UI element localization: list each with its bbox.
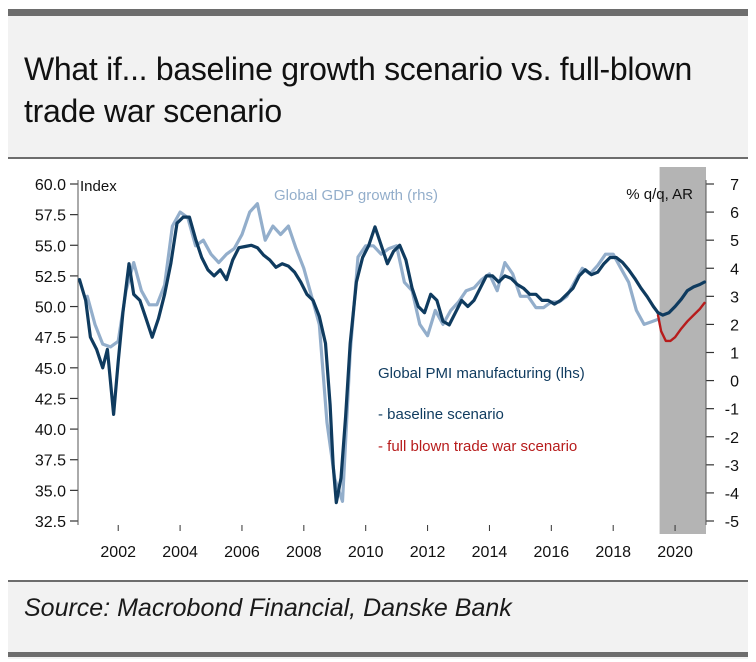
pmi-gdp-line-chart: 60.0 57.5 55.0 52.5 50.0 47.5 45.0 42.5 40.0 37.5…	[35, 167, 739, 561]
left-tick-label: 60.0	[35, 177, 66, 194]
left-tick-label: 52.5	[35, 269, 66, 286]
x-tick-label: 2008	[286, 544, 322, 561]
left-tick-label: 55.0	[35, 238, 66, 255]
series-trade-war-line	[656, 301, 706, 343]
right-axis-label: % q/q, AR	[626, 186, 693, 203]
right-tick-label: -3	[725, 458, 739, 475]
left-axis-ticks: 60.0 57.5 55.0 52.5 50.0 47.5 45.0 42.5 40.0 37.5…	[35, 177, 78, 531]
right-tick-label: 5	[730, 233, 739, 250]
left-tick-label: 32.5	[35, 514, 66, 531]
x-tick-label: 2010	[348, 544, 384, 561]
left-tick-label: 35.0	[35, 483, 66, 500]
x-tick-label: 2002	[100, 544, 136, 561]
right-tick-label: 2	[730, 317, 739, 334]
plot-background	[8, 159, 748, 580]
legend-pmi: Global PMI manufacturing (lhs)	[378, 365, 585, 382]
bottom-rule	[8, 652, 748, 657]
right-tick-label: -5	[725, 514, 739, 531]
chart-title: What if... baseline growth scenario vs. …	[24, 51, 692, 129]
title-divider	[8, 157, 748, 159]
x-axis-ticks: 2002 2004 2006 2008 2010 2012 2014 2016 2018 2020	[100, 525, 693, 561]
right-tick-label: -4	[725, 486, 739, 503]
source-divider	[8, 580, 748, 582]
top-rule	[8, 9, 748, 16]
x-tick-label: 2018	[595, 544, 631, 561]
left-tick-label: 42.5	[35, 391, 66, 408]
right-tick-label: -2	[725, 430, 739, 447]
x-tick-label: 2004	[162, 544, 198, 561]
series-pmi-line	[77, 215, 660, 505]
left-axis-label: Index	[80, 178, 117, 195]
right-tick-label: 4	[730, 261, 739, 278]
forecast-shade	[659, 167, 706, 534]
left-tick-label: 37.5	[35, 453, 66, 470]
right-tick-label: 6	[730, 205, 739, 222]
left-tick-label: 57.5	[35, 208, 66, 225]
series-baseline-line	[656, 280, 707, 317]
x-tick-label: 2020	[657, 544, 693, 561]
legend-trade-war: - full blown trade war scenario	[378, 438, 577, 455]
legend-gdp: Global GDP growth (rhs)	[274, 187, 438, 204]
series-lines	[77, 202, 707, 505]
left-tick-label: 40.0	[35, 422, 66, 439]
right-tick-label: 7	[730, 177, 739, 194]
right-tick-label: 1	[730, 346, 739, 363]
x-tick-label: 2012	[410, 544, 446, 561]
x-tick-label: 2014	[472, 544, 508, 561]
source-note: Source: Macrobond Financial, Danske Bank	[24, 594, 512, 622]
left-tick-label: 47.5	[35, 330, 66, 347]
x-tick-label: 2006	[224, 544, 260, 561]
right-tick-label: 3	[730, 289, 739, 306]
right-tick-label: -1	[725, 402, 739, 419]
x-tick-label: 2016	[534, 544, 570, 561]
right-axis-ticks: 7 6 5 4 3 2 1 0 -1 -2 -3 -4 -5	[706, 177, 739, 531]
legend-baseline: - baseline scenario	[378, 406, 504, 423]
left-tick-label: 50.0	[35, 300, 66, 317]
left-tick-label: 45.0	[35, 361, 66, 378]
right-tick-label: 0	[730, 374, 739, 391]
